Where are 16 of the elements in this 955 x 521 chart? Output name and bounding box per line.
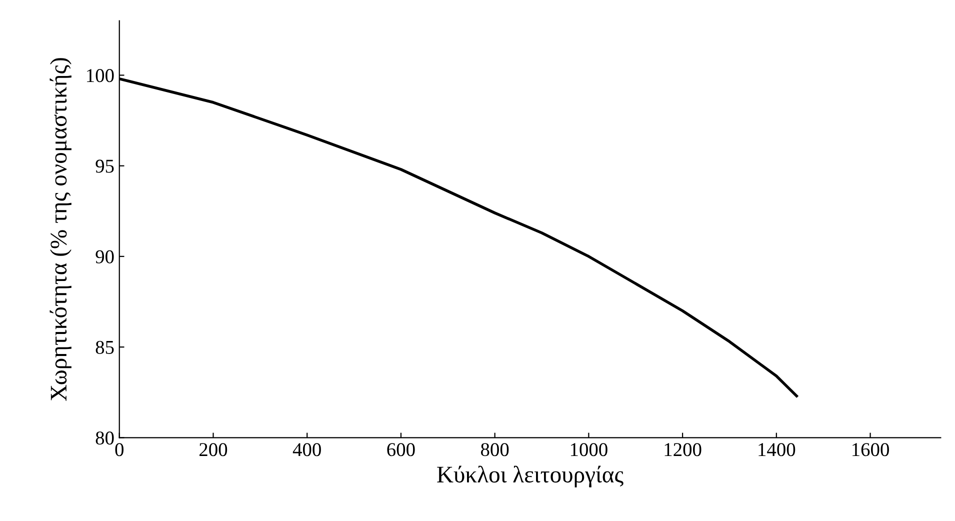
x-tick-label: 1000 <box>570 443 608 456</box>
x-tick-label: 400 <box>292 443 321 456</box>
x-axis-title: Κύκλοι λειτουργίας <box>437 466 624 488</box>
x-tick-label: 1600 <box>852 443 889 456</box>
y-tick-label: 85 <box>96 340 114 354</box>
x-tick-label: 200 <box>200 443 228 456</box>
x-tick-label: 600 <box>387 443 415 456</box>
y-tick-label: 90 <box>96 250 114 264</box>
x-tick-label: 1400 <box>758 443 796 456</box>
y-tick-label: 80 <box>96 431 114 445</box>
x-tick-label: 0 <box>115 443 124 456</box>
y-tick-label: 100 <box>87 69 114 82</box>
y-tick-label: 95 <box>96 160 114 173</box>
x-tick-label: 1200 <box>664 443 702 456</box>
y-axis-title: Χωρητικότητα (% της ονομαστικής) <box>50 58 72 401</box>
x-tick-label: 800 <box>480 443 509 456</box>
